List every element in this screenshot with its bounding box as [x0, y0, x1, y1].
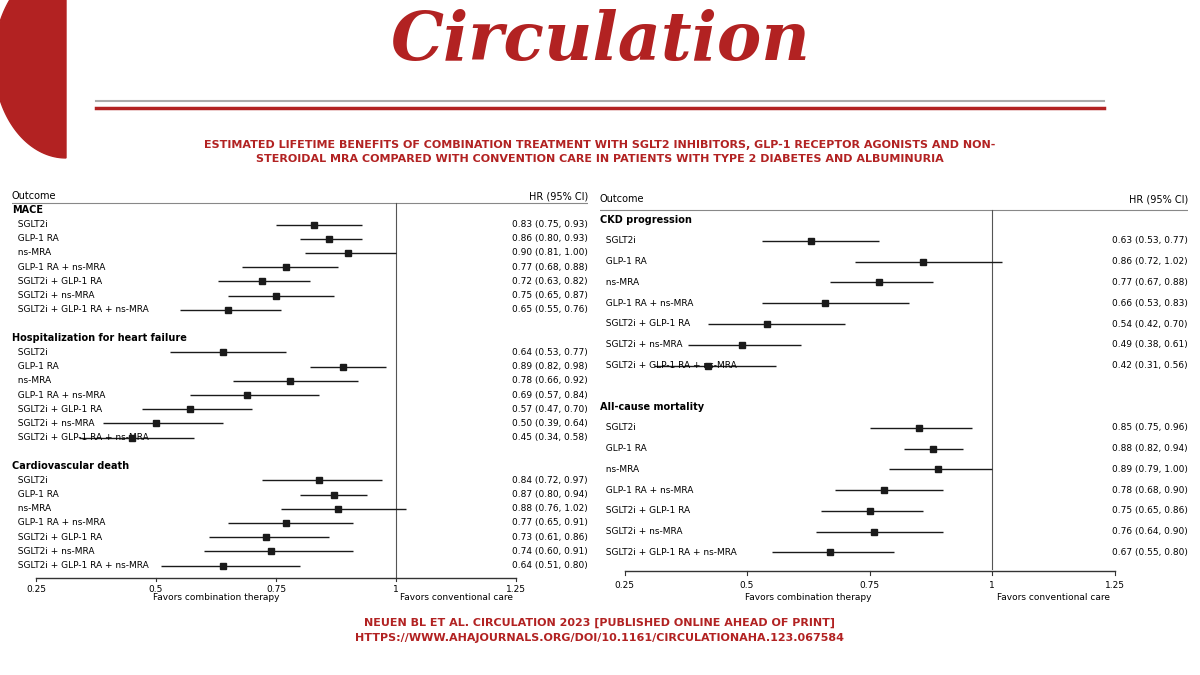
Text: Favors conventional care: Favors conventional care — [400, 593, 512, 602]
Text: 0.87 (0.80, 0.94): 0.87 (0.80, 0.94) — [512, 490, 588, 499]
Text: Hospitalization for heart failure: Hospitalization for heart failure — [12, 333, 187, 343]
Text: SGLT2i: SGLT2i — [12, 476, 48, 485]
Text: ns-MRA: ns-MRA — [600, 465, 640, 474]
Text: SGLT2i + GLP-1 RA: SGLT2i + GLP-1 RA — [12, 405, 102, 414]
Text: SGLT2i + GLP-1 RA + ns-MRA: SGLT2i + GLP-1 RA + ns-MRA — [12, 561, 149, 570]
Text: 1: 1 — [989, 580, 995, 589]
Text: 0.66 (0.53, 0.83): 0.66 (0.53, 0.83) — [1112, 299, 1188, 308]
Text: 0.77 (0.65, 0.91): 0.77 (0.65, 0.91) — [512, 518, 588, 527]
Text: SGLT2i: SGLT2i — [12, 348, 48, 357]
Text: 0.45 (0.34, 0.58): 0.45 (0.34, 0.58) — [512, 433, 588, 442]
Text: ns-MRA: ns-MRA — [12, 504, 52, 513]
Text: 0.5: 0.5 — [740, 580, 754, 589]
Text: 0.77 (0.68, 0.88): 0.77 (0.68, 0.88) — [512, 263, 588, 271]
Text: HR (95% CI): HR (95% CI) — [1129, 194, 1188, 205]
Text: Circulation: Circulation — [390, 9, 810, 74]
Text: 0.50 (0.39, 0.64): 0.50 (0.39, 0.64) — [512, 419, 588, 428]
Text: SGLT2i + GLP-1 RA + ns-MRA: SGLT2i + GLP-1 RA + ns-MRA — [12, 433, 149, 442]
Text: SGLT2i + ns-MRA: SGLT2i + ns-MRA — [12, 419, 95, 428]
Polygon shape — [0, 0, 66, 158]
Text: SGLT2i + GLP-1 RA + ns-MRA: SGLT2i + GLP-1 RA + ns-MRA — [600, 548, 737, 557]
Text: 0.25: 0.25 — [26, 585, 46, 594]
Text: GLP-1 RA + ns-MRA: GLP-1 RA + ns-MRA — [12, 263, 106, 271]
Text: 0.57 (0.47, 0.70): 0.57 (0.47, 0.70) — [512, 405, 588, 414]
Text: 0.74 (0.60, 0.91): 0.74 (0.60, 0.91) — [512, 547, 588, 556]
Text: 0.5: 0.5 — [149, 585, 163, 594]
Text: CKD progression: CKD progression — [600, 215, 692, 225]
Text: ns-MRA: ns-MRA — [12, 248, 52, 257]
Text: 0.65 (0.55, 0.76): 0.65 (0.55, 0.76) — [512, 305, 588, 315]
Text: SGLT2i: SGLT2i — [600, 236, 636, 246]
Text: ESTIMATED LIFETIME BENEFITS OF COMBINATION TREATMENT WITH SGLT2 INHIBITORS, GLP-: ESTIMATED LIFETIME BENEFITS OF COMBINATI… — [204, 140, 996, 164]
Text: 0.25: 0.25 — [614, 580, 635, 589]
Text: GLP-1 RA + ns-MRA: GLP-1 RA + ns-MRA — [600, 485, 694, 495]
Text: SGLT2i: SGLT2i — [600, 423, 636, 433]
Text: HR (95% CI): HR (95% CI) — [529, 191, 588, 201]
Text: Favors combination therapy: Favors combination therapy — [152, 593, 280, 602]
Text: 0.90 (0.81, 1.00): 0.90 (0.81, 1.00) — [512, 248, 588, 257]
Text: SGLT2i + GLP-1 RA: SGLT2i + GLP-1 RA — [600, 506, 690, 516]
Text: SGLT2i + GLP-1 RA: SGLT2i + GLP-1 RA — [12, 277, 102, 286]
Text: 0.83 (0.75, 0.93): 0.83 (0.75, 0.93) — [512, 220, 588, 229]
Text: GLP-1 RA: GLP-1 RA — [12, 234, 59, 243]
Text: SGLT2i + ns-MRA: SGLT2i + ns-MRA — [12, 547, 95, 556]
Text: 0.72 (0.63, 0.82): 0.72 (0.63, 0.82) — [512, 277, 588, 286]
Text: 0.64 (0.51, 0.80): 0.64 (0.51, 0.80) — [512, 561, 588, 570]
Text: 0.88 (0.82, 0.94): 0.88 (0.82, 0.94) — [1112, 444, 1188, 453]
Text: 0.67 (0.55, 0.80): 0.67 (0.55, 0.80) — [1112, 548, 1188, 557]
Text: 0.78 (0.68, 0.90): 0.78 (0.68, 0.90) — [1112, 485, 1188, 495]
Text: 0.84 (0.72, 0.97): 0.84 (0.72, 0.97) — [512, 476, 588, 485]
Text: ns-MRA: ns-MRA — [12, 377, 52, 385]
Text: 0.64 (0.53, 0.77): 0.64 (0.53, 0.77) — [512, 348, 588, 357]
Text: GLP-1 RA: GLP-1 RA — [12, 490, 59, 499]
Text: 0.75 (0.65, 0.87): 0.75 (0.65, 0.87) — [512, 291, 588, 300]
Text: 0.63 (0.53, 0.77): 0.63 (0.53, 0.77) — [1112, 236, 1188, 246]
Text: All-cause mortality: All-cause mortality — [600, 402, 704, 412]
Text: 0.86 (0.72, 1.02): 0.86 (0.72, 1.02) — [1112, 257, 1188, 266]
Text: 0.73 (0.61, 0.86): 0.73 (0.61, 0.86) — [512, 533, 588, 541]
Text: 0.75: 0.75 — [266, 585, 286, 594]
Text: SGLT2i + GLP-1 RA: SGLT2i + GLP-1 RA — [600, 319, 690, 329]
Text: SGLT2i + ns-MRA: SGLT2i + ns-MRA — [600, 527, 683, 536]
Text: SGLT2i + GLP-1 RA: SGLT2i + GLP-1 RA — [12, 533, 102, 541]
Text: 0.49 (0.38, 0.61): 0.49 (0.38, 0.61) — [1112, 340, 1188, 349]
Text: 0.78 (0.66, 0.92): 0.78 (0.66, 0.92) — [512, 377, 588, 385]
Text: GLP-1 RA + ns-MRA: GLP-1 RA + ns-MRA — [12, 391, 106, 400]
Text: 0.88 (0.76, 1.02): 0.88 (0.76, 1.02) — [512, 504, 588, 513]
Text: Favors combination therapy: Favors combination therapy — [745, 593, 871, 602]
Text: 0.76 (0.64, 0.90): 0.76 (0.64, 0.90) — [1112, 527, 1188, 536]
Text: SGLT2i + GLP-1 RA + ns-MRA: SGLT2i + GLP-1 RA + ns-MRA — [12, 305, 149, 315]
Text: GLP-1 RA + ns-MRA: GLP-1 RA + ns-MRA — [600, 299, 694, 308]
Text: 1: 1 — [394, 585, 398, 594]
Text: GLP-1 RA + ns-MRA: GLP-1 RA + ns-MRA — [12, 518, 106, 527]
Text: 1.25: 1.25 — [506, 585, 526, 594]
Text: Outcome: Outcome — [600, 194, 644, 205]
Text: 0.89 (0.79, 1.00): 0.89 (0.79, 1.00) — [1112, 465, 1188, 474]
Text: 0.85 (0.75, 0.96): 0.85 (0.75, 0.96) — [1112, 423, 1188, 433]
Text: MACE: MACE — [12, 205, 43, 215]
Text: NEUEN BL ET AL. CIRCULATION 2023 [PUBLISHED ONLINE AHEAD OF PRINT]
HTTPS://WWW.A: NEUEN BL ET AL. CIRCULATION 2023 [PUBLIS… — [355, 618, 845, 643]
Text: SGLT2i: SGLT2i — [12, 220, 48, 229]
Text: 1.25: 1.25 — [1104, 580, 1124, 589]
Text: 0.86 (0.80, 0.93): 0.86 (0.80, 0.93) — [512, 234, 588, 243]
Text: 0.69 (0.57, 0.84): 0.69 (0.57, 0.84) — [512, 391, 588, 400]
Text: SGLT2i + GLP-1 RA + ns-MRA: SGLT2i + GLP-1 RA + ns-MRA — [600, 361, 737, 370]
Text: GLP-1 RA: GLP-1 RA — [600, 444, 647, 453]
Text: 0.75: 0.75 — [859, 580, 880, 589]
Text: SGLT2i + ns-MRA: SGLT2i + ns-MRA — [12, 291, 95, 300]
Text: 0.77 (0.67, 0.88): 0.77 (0.67, 0.88) — [1112, 278, 1188, 287]
Text: Outcome: Outcome — [12, 191, 56, 201]
Text: 0.54 (0.42, 0.70): 0.54 (0.42, 0.70) — [1112, 319, 1188, 329]
Text: Favors conventional care: Favors conventional care — [997, 593, 1110, 602]
Text: 0.75 (0.65, 0.86): 0.75 (0.65, 0.86) — [1112, 506, 1188, 516]
Text: 0.42 (0.31, 0.56): 0.42 (0.31, 0.56) — [1112, 361, 1188, 370]
Text: 0.89 (0.82, 0.98): 0.89 (0.82, 0.98) — [512, 362, 588, 371]
Text: ns-MRA: ns-MRA — [600, 278, 640, 287]
Text: SGLT2i + ns-MRA: SGLT2i + ns-MRA — [600, 340, 683, 349]
Text: Cardiovascular death: Cardiovascular death — [12, 461, 130, 471]
Text: GLP-1 RA: GLP-1 RA — [600, 257, 647, 266]
Text: GLP-1 RA: GLP-1 RA — [12, 362, 59, 371]
